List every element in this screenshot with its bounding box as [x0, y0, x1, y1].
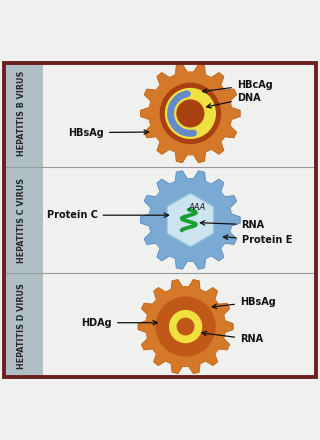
Circle shape — [146, 286, 226, 367]
Circle shape — [176, 99, 204, 128]
Text: HBcAg: HBcAg — [203, 80, 273, 93]
Text: RNA: RNA — [202, 331, 263, 345]
Circle shape — [156, 297, 216, 357]
Text: Protein E: Protein E — [223, 235, 292, 245]
Polygon shape — [138, 279, 233, 374]
Text: DNA: DNA — [207, 93, 260, 108]
Text: HBsAg: HBsAg — [68, 128, 148, 138]
Polygon shape — [140, 64, 240, 163]
Circle shape — [149, 72, 232, 155]
Circle shape — [149, 178, 232, 262]
Text: HDAg: HDAg — [81, 318, 157, 328]
Text: HEPATITIS C VIRUS: HEPATITIS C VIRUS — [17, 177, 26, 263]
FancyBboxPatch shape — [4, 273, 43, 377]
Circle shape — [177, 318, 195, 336]
Polygon shape — [167, 193, 214, 247]
Polygon shape — [140, 171, 240, 269]
Circle shape — [169, 310, 202, 343]
FancyBboxPatch shape — [4, 63, 43, 167]
Text: Protein C: Protein C — [47, 210, 169, 220]
Text: AAA: AAA — [189, 203, 206, 213]
Circle shape — [160, 83, 221, 144]
Text: HBsAg: HBsAg — [212, 297, 276, 308]
Text: HEPATITIS B VIRUS: HEPATITIS B VIRUS — [17, 71, 26, 156]
FancyBboxPatch shape — [4, 167, 43, 273]
Text: HEPATITIS D VIRUS: HEPATITIS D VIRUS — [17, 284, 26, 370]
Text: RNA: RNA — [200, 220, 265, 230]
Circle shape — [165, 88, 216, 139]
